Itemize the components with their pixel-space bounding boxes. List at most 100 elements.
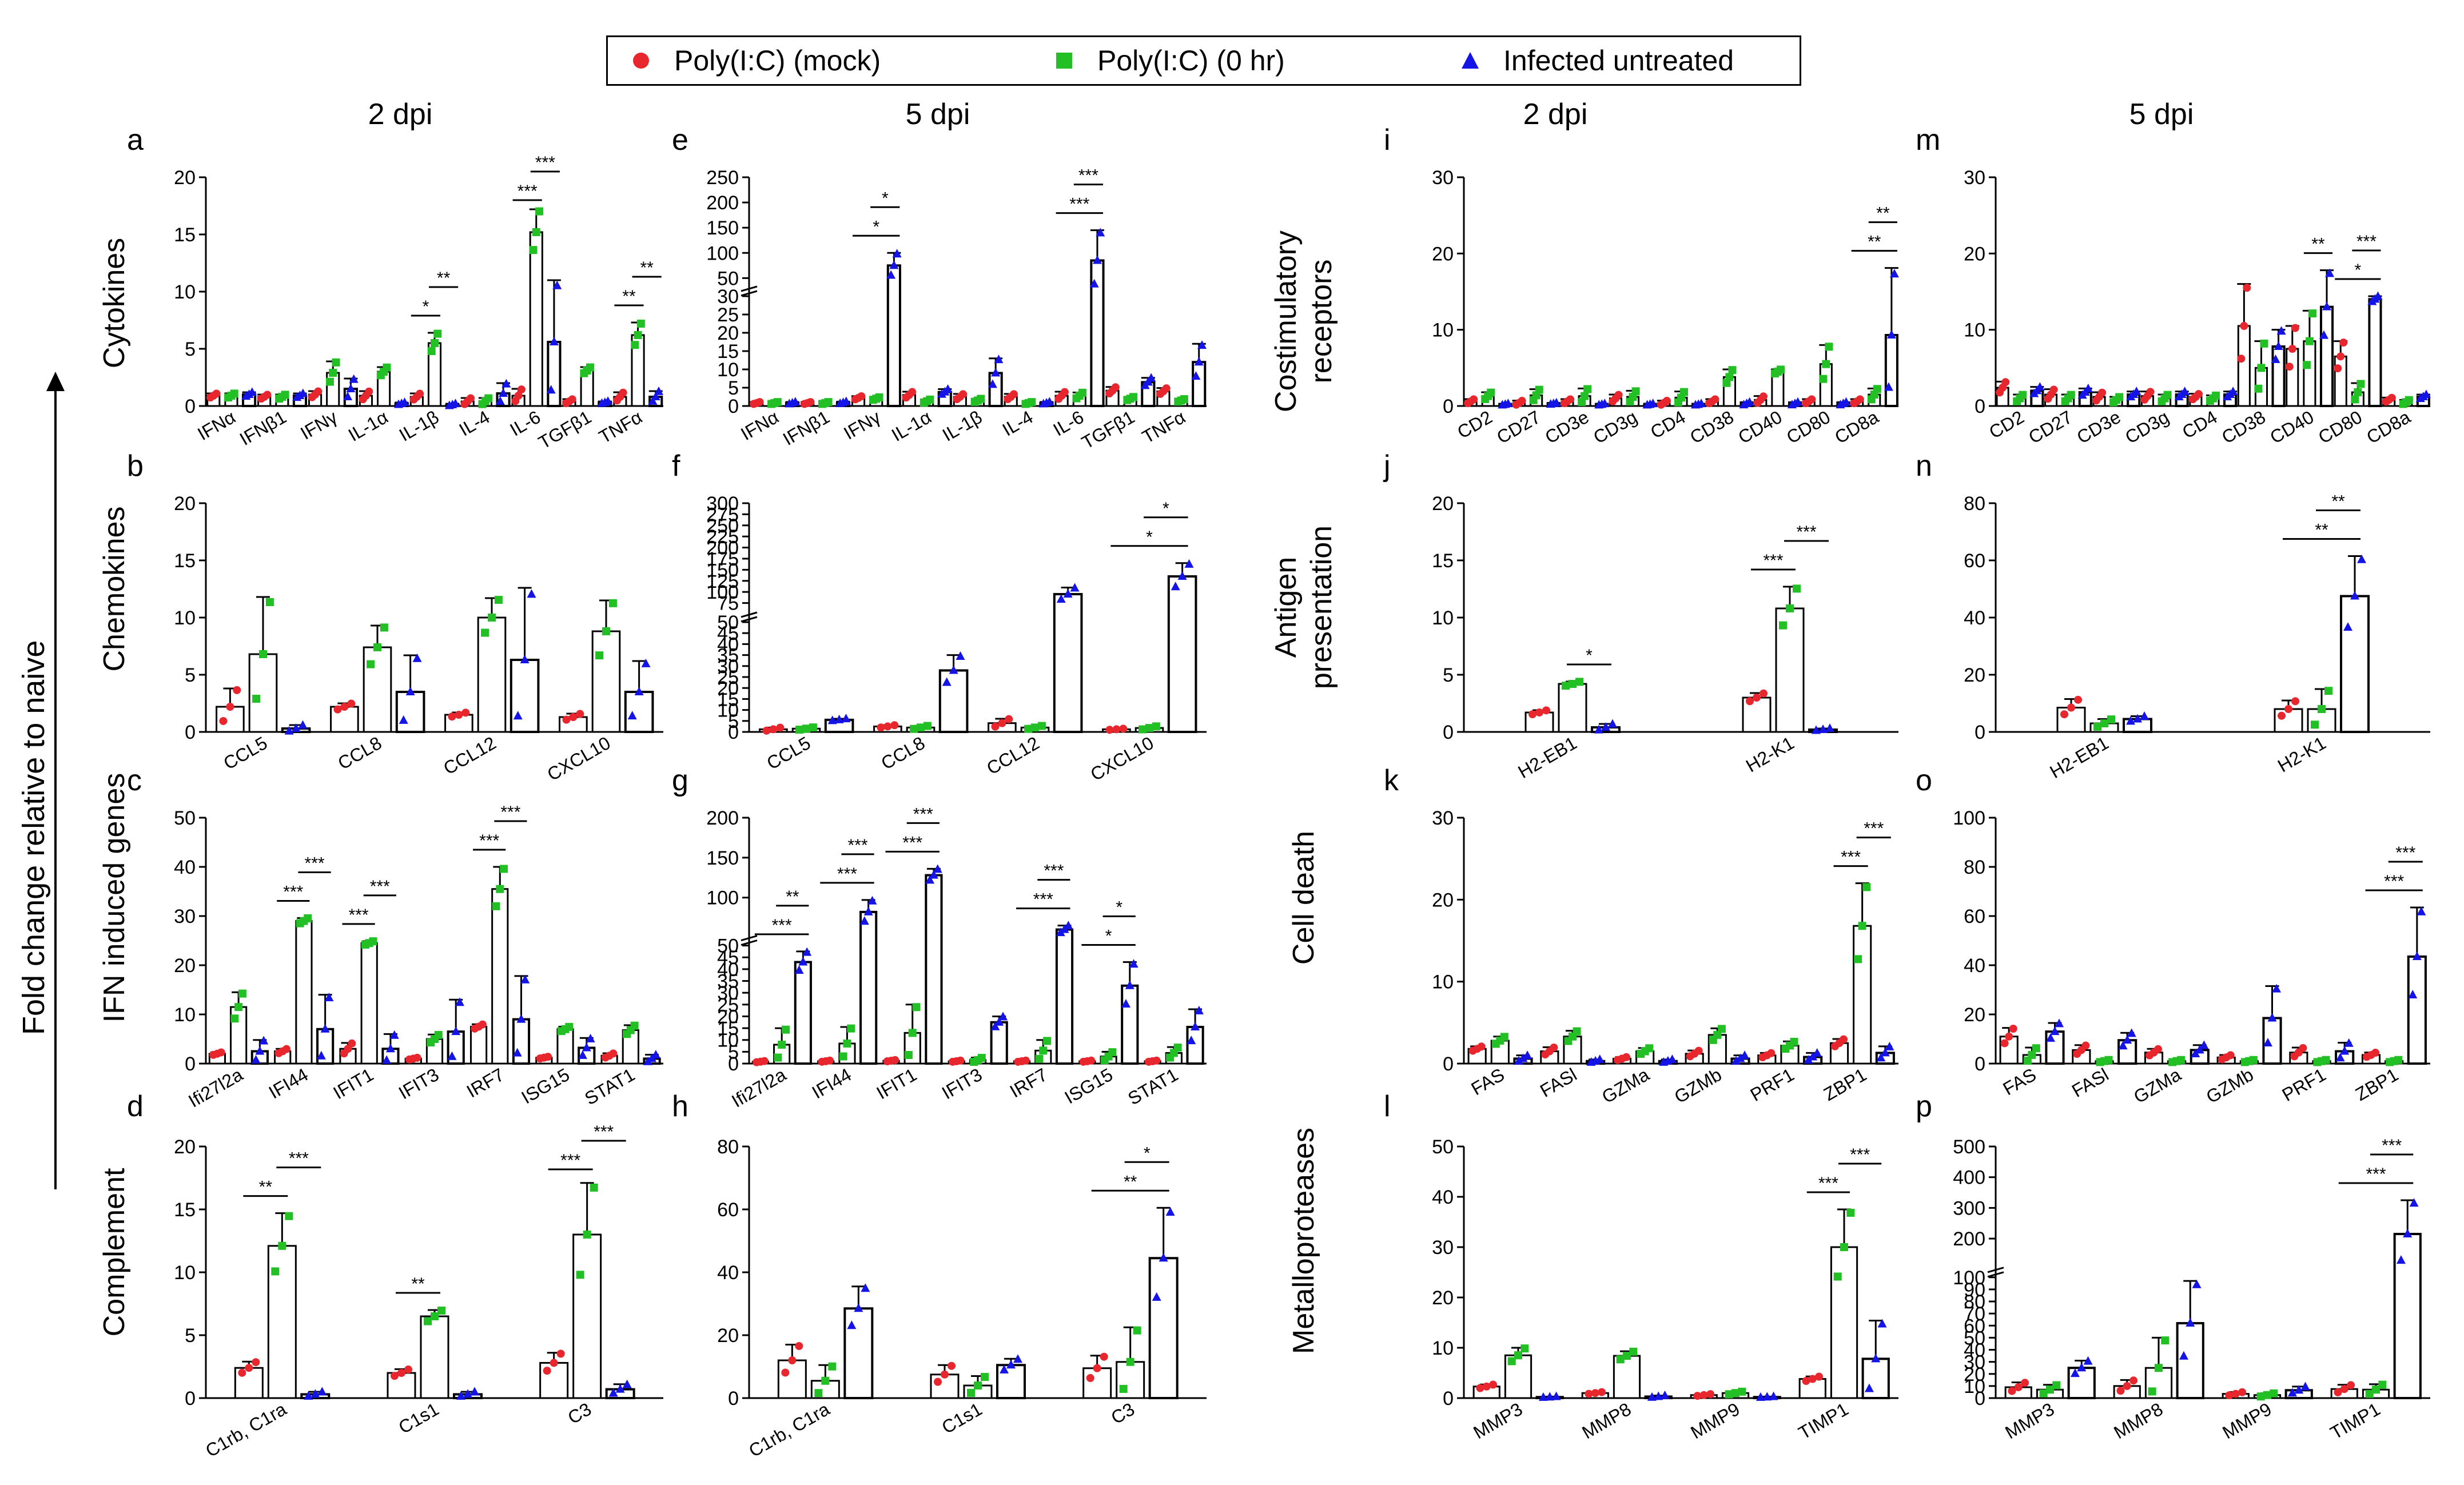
point-untreated [2294,1385,2304,1394]
point-mock [1662,397,1671,405]
point-mock [1808,1375,1817,1383]
point-zero-hr [369,937,377,946]
point-mock [2129,1376,2138,1385]
y-tick-label: 0 [185,722,196,743]
point-untreated [942,677,952,686]
point-mock [282,1045,291,1053]
point-zero-hr [2394,1056,2403,1064]
point-mock [2009,1025,2017,1033]
chart-b-chemokines-2dpi: 0 5 10 15 20 CCL5 CCL8 CCL12 CXCL10 [174,493,663,785]
point-untreated [520,655,530,663]
x-tick-label: CD40 [1735,407,1786,448]
point-untreated [2180,387,2190,396]
row-title-ifn: IFN induced genes [98,773,131,1023]
point-untreated [412,653,422,662]
point-mock [1759,392,1768,401]
y-tick-label: 70 [1964,1303,1985,1325]
point-zero-hr [2365,1390,2374,1398]
x-tick-label: GZMb [1671,1064,1725,1108]
significance-stars: ** [1876,204,1890,223]
point-untreated [889,260,899,269]
point-untreated [1654,1391,1663,1400]
point-untreated [2421,389,2431,399]
point-mock [245,1364,253,1372]
y-tick-label: 10 [1432,607,1454,629]
row-title-costim: Costimulatory receptors [1269,230,1338,412]
x-tick-label: IL-1β [939,407,986,445]
point-zero-hr [1024,724,1033,733]
point-untreated [1125,980,1135,989]
point-untreated [2118,1041,2128,1050]
significance-stars: ** [622,287,636,306]
y-tick-label: 0 [185,1053,196,1075]
bar-untreated-zbp1 [2407,955,2427,1065]
point-untreated [1045,397,1054,406]
point-zero-hr [1825,343,1833,351]
point-untreated [1184,559,1194,568]
x-tick-label: CD27 [2025,407,2076,448]
bar-untreated-tnf [1192,361,1207,408]
point-mock [1528,710,1536,719]
point-mock [2339,339,2348,347]
point-mock [576,710,584,718]
point-untreated [1129,959,1139,968]
y-tick-label: 10 [174,281,196,303]
y-tick-label: 5 [728,711,739,732]
point-zero-hr [1631,387,1640,396]
x-tick-label: CD2 [1985,407,2027,443]
x-tick-label: IL-4 [456,407,493,440]
y-tick-label: 100 [706,242,739,264]
significance-stars: ** [259,1178,273,1197]
point-untreated [501,379,511,388]
point-zero-hr [781,1025,790,1034]
x-tick-label: MMP8 [1578,1399,1634,1443]
point-zero-hr [1717,1025,1726,1033]
point-untreated [2186,1318,2195,1327]
significance-stars: *** [2382,1136,2402,1155]
bar-mock-cd80 [2334,355,2347,407]
point-untreated [802,947,812,956]
point-untreated [1056,594,1066,603]
point-untreated [1191,1022,1200,1031]
point-untreated [1818,724,1828,733]
point-zero-hr [1822,360,1830,368]
point-mock [347,699,356,708]
point-mock [1585,1390,1593,1398]
point-untreated [1885,1041,1894,1050]
point-mock [455,711,463,719]
significance-stars: *** [1044,862,1064,881]
column-header-5dpi-right: 5 dpi [2129,98,2194,131]
point-zero-hr [631,341,639,349]
point-zero-hr [926,395,934,404]
point-zero-hr [912,1003,921,1012]
point-mock [333,705,342,714]
point-mock [781,1368,790,1377]
point-zero-hr [1152,722,1160,731]
point-untreated [382,1055,392,1064]
point-zero-hr [1039,1046,1048,1055]
y-tick-label: 50 [717,935,739,957]
point-untreated [470,1387,479,1396]
point-untreated [886,270,896,279]
point-untreated [316,1050,326,1060]
x-tick-label: IFNα [194,407,239,444]
x-tick-label: CCL5 [220,732,271,774]
chart-f-chemokines-5dpi: 0510152025303540455075100125150175200225… [706,493,1207,785]
x-tick-label: CD4 [1647,407,1689,443]
point-untreated [1194,357,1204,366]
point-untreated [1165,1207,1175,1216]
point-untreated [929,870,938,879]
y-tick-label: 150 [706,847,739,869]
point-untreated [2403,1229,2413,1238]
point-mock [2340,1385,2348,1394]
panel-letter-p: p [1916,1090,1932,1123]
x-tick-label: IRF7 [463,1064,508,1102]
point-zero-hr [1846,1208,1855,1217]
y-tick-label: 40 [717,959,739,981]
chart-o-celldeath-5dpi: 0 20 40 60 80 100 FAS FASl GZMa GZMb PRF1 ZBP1 *** **… [1953,807,2430,1108]
point-mock [1470,395,1478,404]
point-untreated [790,397,800,406]
x-tick-label: FAS [1999,1064,2039,1099]
point-untreated [1070,583,1080,592]
